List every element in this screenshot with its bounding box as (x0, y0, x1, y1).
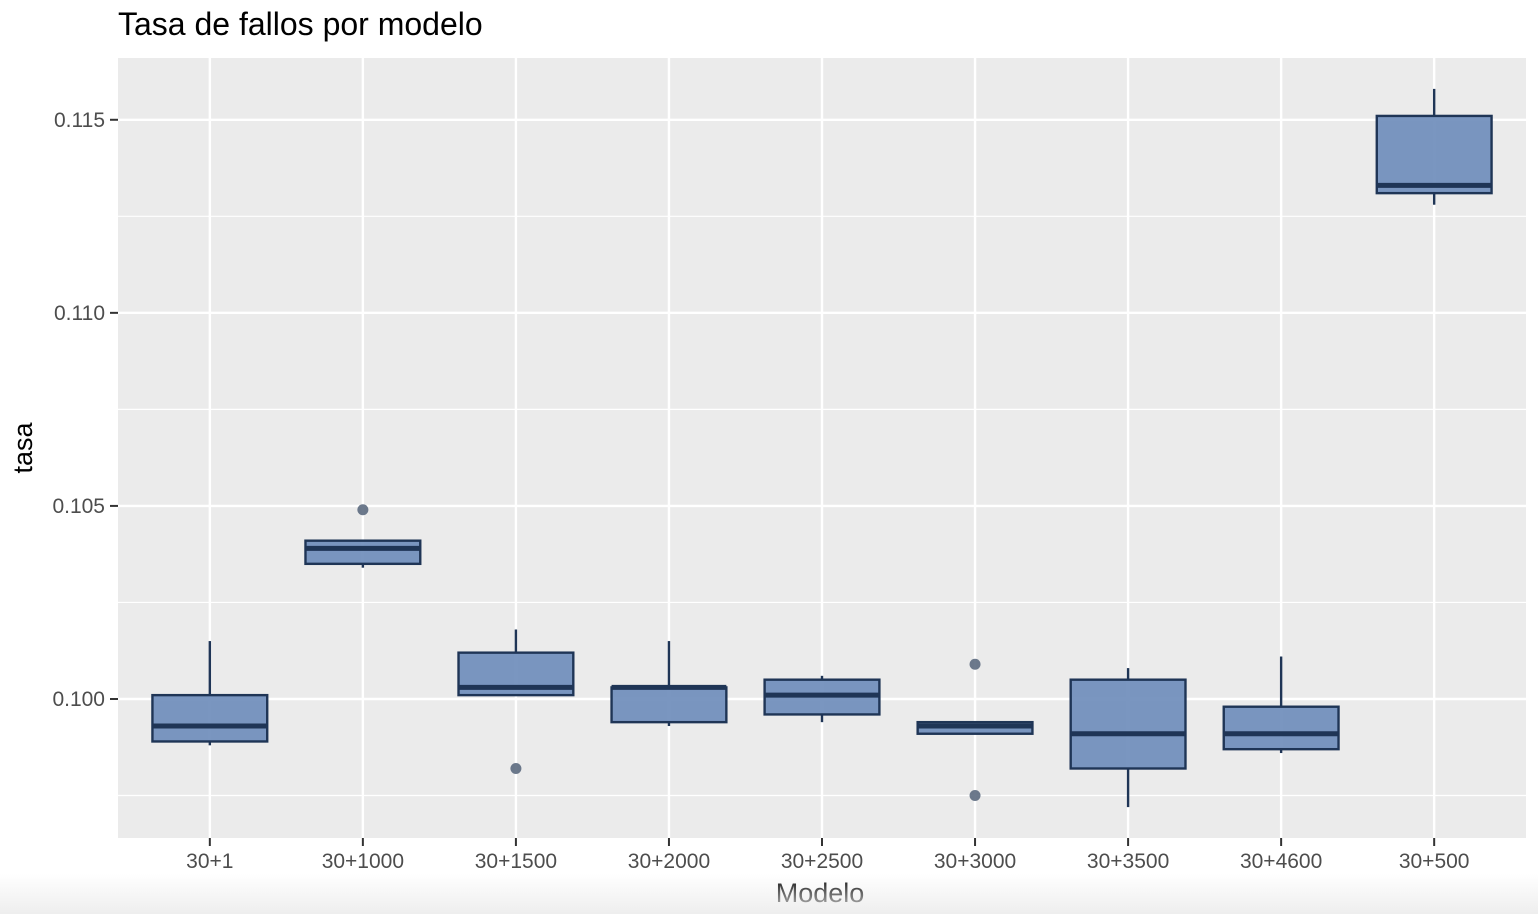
box-30+2000 (610, 641, 728, 727)
y-axis-title: tasa (8, 422, 38, 474)
x-tick-label: 30+500 (1399, 850, 1470, 873)
box-30+4600 (1222, 656, 1340, 754)
iqr-box (151, 693, 269, 743)
y-tick-label: 0.115 (54, 109, 105, 132)
box-30+1000 (304, 504, 422, 568)
major-gridlines (118, 58, 1526, 838)
outlier-point (969, 790, 981, 802)
x-tick-label: 30+2000 (628, 850, 710, 873)
box-30+500 (1375, 88, 1493, 205)
x-tick-label: 30+3000 (934, 850, 1016, 873)
x-tick-label: 30+1500 (475, 850, 557, 873)
y-axis: 0.100 0.105 0.110 0.115 (52, 109, 118, 711)
box-30+3500 (1069, 668, 1187, 808)
outlier-point (357, 504, 369, 516)
box-30+1500 (457, 629, 575, 774)
iqr-box (1375, 114, 1493, 195)
x-tick-label: 30+4600 (1240, 850, 1322, 873)
x-axis-title: Modelo (776, 878, 865, 908)
x-tick-label: 30+1000 (322, 850, 404, 873)
iqr-box (610, 686, 728, 724)
x-tick-label: 30+2500 (781, 850, 863, 873)
box-30+2500 (763, 675, 881, 723)
box-30+3000 (916, 658, 1034, 802)
y-tick-label: 0.100 (52, 688, 105, 711)
x-axis: 30+1 30+1000 30+1500 30+2000 30+2500 30+3000 3… (186, 838, 1470, 873)
iqr-box (1222, 705, 1340, 751)
boxes-layer (151, 88, 1493, 808)
y-tick-label: 0.110 (54, 302, 105, 325)
box-30+1 (151, 641, 269, 746)
x-tick-label: 30+1 (186, 850, 233, 873)
iqr-box (1069, 678, 1187, 770)
outlier-point (510, 762, 522, 774)
outlier-point (969, 658, 981, 670)
y-tick-label: 0.105 (52, 495, 105, 518)
iqr-box (304, 539, 422, 566)
x-tick-label: 30+3500 (1087, 850, 1169, 873)
chart-title: Tasa de fallos por modelo (118, 6, 483, 42)
